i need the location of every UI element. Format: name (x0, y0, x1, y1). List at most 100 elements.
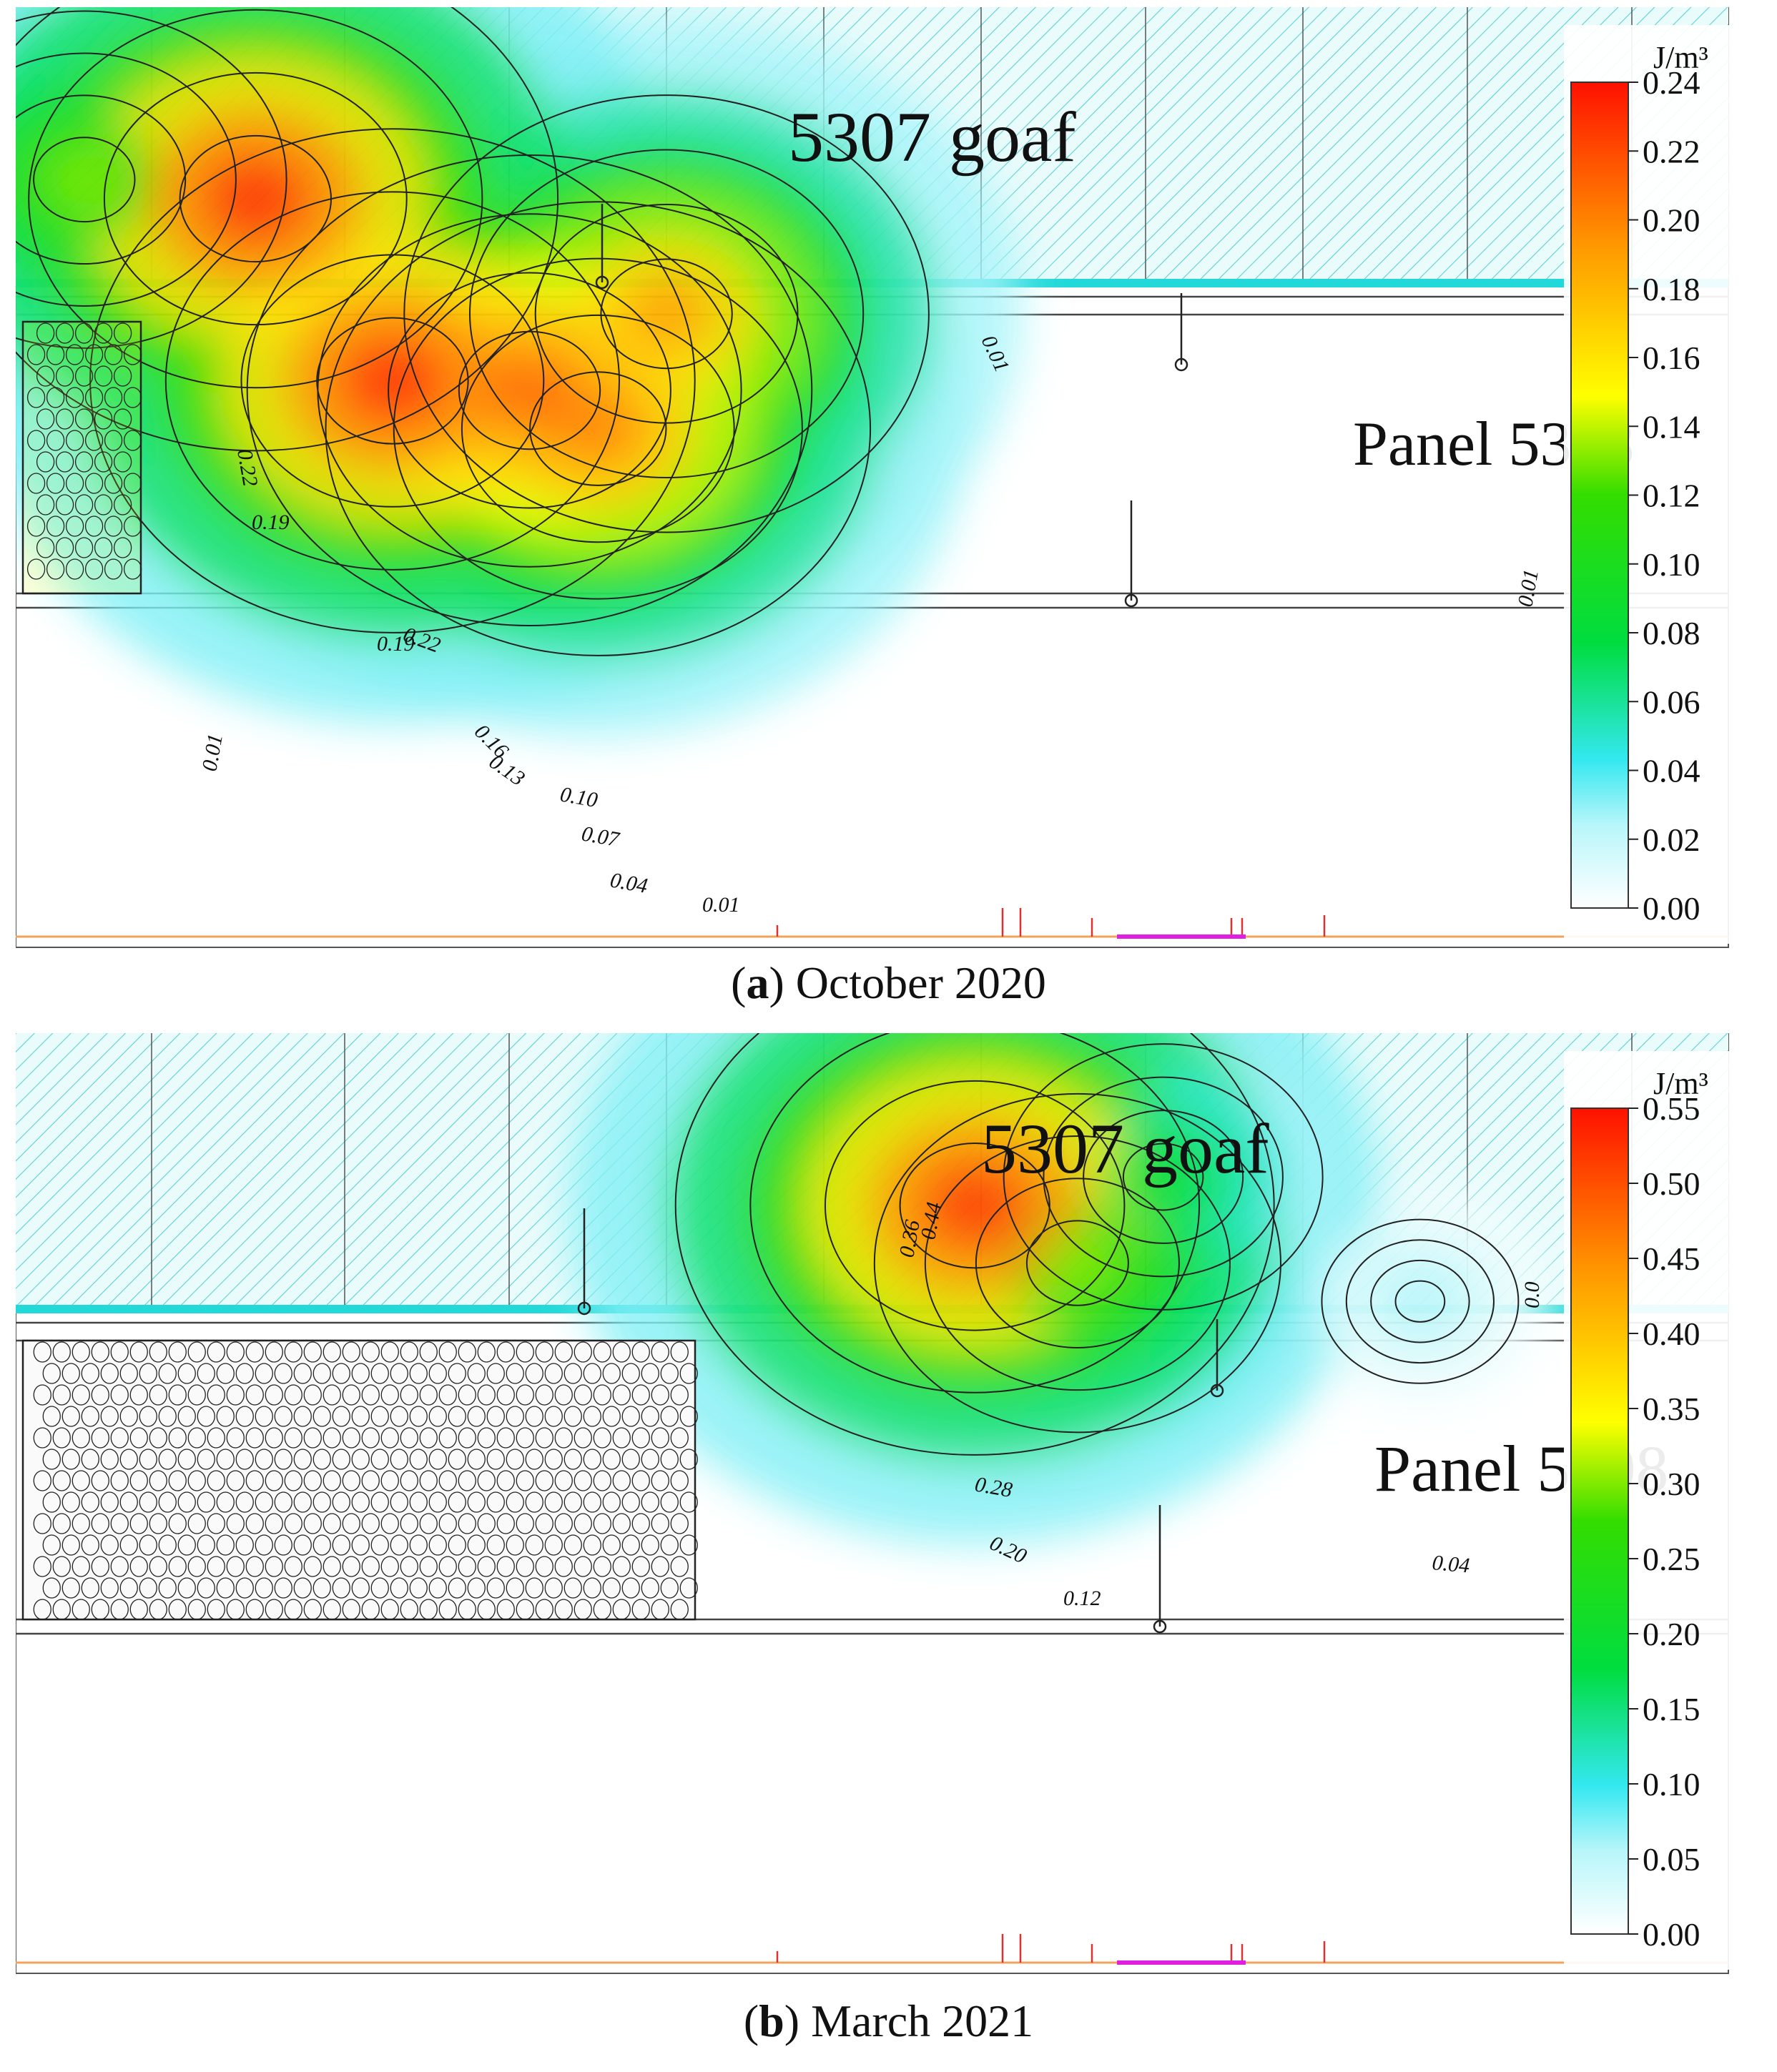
rock-circle (91, 1470, 109, 1491)
rock-circle (351, 1406, 370, 1427)
rock-circle (216, 1406, 235, 1427)
rock-circle (448, 1577, 466, 1599)
rock-circle (26, 430, 46, 451)
rock-circle (574, 1427, 592, 1449)
rock-circle (91, 1513, 109, 1534)
rock-circle (110, 1341, 129, 1363)
rock-circle (428, 1534, 447, 1556)
rock-circle (149, 1556, 167, 1577)
rock-circle (104, 387, 123, 408)
colorbar-tick-label: 0.14 (1643, 408, 1700, 445)
rock-circle (255, 1534, 273, 1556)
contour-line (1122, 1143, 1204, 1211)
colorbar-tick-label: 0.06 (1643, 684, 1700, 720)
rock-circle (119, 1363, 138, 1384)
rock-circle (361, 1599, 380, 1620)
rock-circle (670, 1470, 689, 1491)
rock-circle (332, 1534, 350, 1556)
colorbar-tick-label: 0.15 (1643, 1691, 1700, 1727)
rock-circle (255, 1491, 273, 1513)
caption-b-letter: b (759, 1995, 784, 2046)
rock-circle (81, 1491, 99, 1513)
rock-circle (104, 473, 123, 494)
rock-circle (390, 1577, 408, 1599)
rock-circle (458, 1599, 476, 1620)
rock-circle (207, 1513, 225, 1534)
colorbar-unit: J/m³ (1653, 1066, 1708, 1101)
rock-circle (458, 1427, 476, 1449)
rock-circle (293, 1406, 312, 1427)
rock-circle (438, 1384, 457, 1406)
rock-circle (535, 1470, 553, 1491)
rock-circle (42, 1363, 61, 1384)
rock-circle (419, 1556, 438, 1577)
rock-circle (602, 1491, 621, 1513)
rock-circle (679, 1406, 698, 1427)
rock-circle (110, 1556, 129, 1577)
rock-circle (496, 1513, 515, 1534)
rock-circle (351, 1363, 370, 1384)
rock-circle (46, 344, 65, 365)
rock-circle (419, 1599, 438, 1620)
rock-circle (631, 1341, 650, 1363)
rock-circle (390, 1406, 408, 1427)
rock-circle (380, 1470, 399, 1491)
contour-line (749, 1033, 1200, 1393)
rock-circle (351, 1577, 370, 1599)
contour-label: 0.04 (1431, 1551, 1470, 1577)
rock-circle (255, 1577, 273, 1599)
rock-circle (602, 1577, 621, 1599)
rock-circle (679, 1577, 698, 1599)
contour-line (529, 371, 667, 486)
sensor-marker (1174, 357, 1188, 372)
rock-circle (303, 1513, 322, 1534)
rock-circle (370, 1406, 389, 1427)
rock-circle (84, 473, 104, 494)
rock-circle (641, 1491, 659, 1513)
rock-circle (149, 1599, 167, 1620)
rock-circle (65, 558, 84, 580)
contour-line (89, 128, 696, 633)
rock-circle (245, 1513, 264, 1534)
rock-circle (207, 1599, 225, 1620)
rock-circle (602, 1449, 621, 1470)
rock-circle (26, 473, 46, 494)
rock-circle (36, 408, 55, 430)
rock-circle (312, 1449, 331, 1470)
rock-circle (535, 1599, 553, 1620)
rock-circle (370, 1363, 389, 1384)
rock-circle (458, 1470, 476, 1491)
caption-a: (a) October 2020 (731, 957, 1046, 1008)
rock-circle (419, 1513, 438, 1534)
contour-line (33, 137, 136, 223)
rock-circle (74, 365, 94, 387)
rock-circle (91, 1427, 109, 1449)
rock-circle (149, 1470, 167, 1491)
rock-circle (113, 537, 132, 558)
rock-circle (235, 1363, 254, 1384)
rock-circle (593, 1341, 611, 1363)
contour-line (1370, 1259, 1470, 1343)
colorbar-tick-label: 0.20 (1643, 1616, 1700, 1652)
rock-circle (660, 1491, 679, 1513)
rock-circle (91, 1556, 109, 1577)
rock-circle (42, 1491, 61, 1513)
contour-line (16, 7, 558, 452)
rock-circle (265, 1427, 283, 1449)
rock-circle (477, 1556, 496, 1577)
rock-circle (342, 1384, 360, 1406)
rock-circle (660, 1534, 679, 1556)
rock-circle (477, 1384, 496, 1406)
rock-circle (525, 1577, 543, 1599)
rock-circle (177, 1363, 196, 1384)
rock-circle (119, 1449, 138, 1470)
rock-circle (129, 1599, 148, 1620)
rock-circle (293, 1449, 312, 1470)
rock-circle (516, 1341, 534, 1363)
rock-circle (81, 1363, 99, 1384)
rock-circle (139, 1534, 157, 1556)
rock-circle (274, 1534, 292, 1556)
rock-circle (255, 1406, 273, 1427)
rock-circle (593, 1556, 611, 1577)
rock-circle (506, 1449, 524, 1470)
